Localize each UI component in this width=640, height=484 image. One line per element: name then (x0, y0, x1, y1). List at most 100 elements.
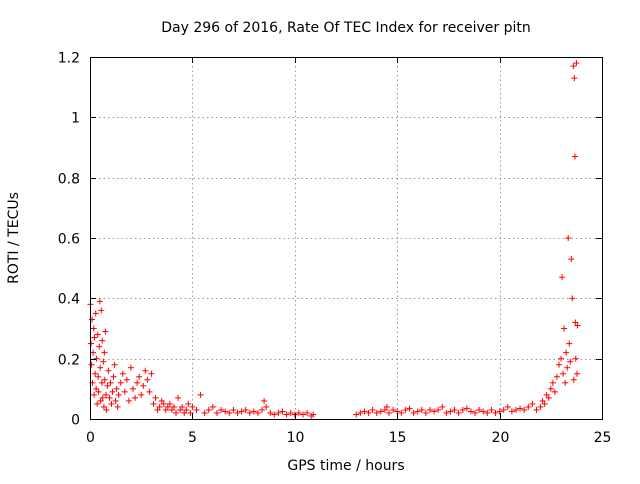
data-point (567, 358, 574, 365)
data-point (102, 328, 109, 335)
data-point (431, 408, 438, 415)
data-point (230, 406, 237, 413)
y-tick-label: 0.6 (58, 232, 80, 248)
data-point (201, 409, 208, 416)
data-point (572, 319, 579, 326)
data-point (572, 355, 579, 362)
data-point (574, 322, 581, 329)
data-point (132, 394, 139, 401)
data-point (156, 403, 163, 410)
x-tick-label: 10 (287, 430, 305, 446)
data-point (119, 370, 126, 377)
data-point (451, 406, 458, 413)
data-point (185, 400, 192, 407)
data-point (93, 355, 100, 362)
data-point (287, 409, 294, 416)
data-point (189, 403, 196, 410)
data-point (99, 337, 106, 344)
data-point (480, 408, 487, 415)
data-point (100, 403, 107, 410)
data-point (533, 406, 540, 413)
data-point (566, 340, 573, 347)
data-point (414, 408, 421, 415)
grid (90, 57, 602, 419)
data-point (569, 295, 576, 302)
data-point (250, 408, 257, 415)
data-point (130, 385, 137, 392)
x-axis-label: GPS time / hours (287, 458, 404, 474)
data-point (92, 370, 99, 377)
data-point (377, 408, 384, 415)
data-point (162, 406, 169, 413)
data-point (113, 385, 120, 392)
data-point (183, 406, 190, 413)
x-tick-label: 0 (86, 430, 95, 446)
data-point (406, 405, 413, 412)
data-point (562, 379, 569, 386)
data-point (222, 408, 229, 415)
y-tick-label: 0 (71, 413, 80, 429)
data-point (543, 391, 550, 398)
data-point (209, 403, 216, 410)
data-point (97, 397, 104, 404)
data-point (373, 409, 380, 416)
data-point (88, 340, 95, 347)
data-point (238, 408, 245, 415)
data-point (140, 382, 147, 389)
data-point (92, 310, 99, 317)
data-point (125, 397, 132, 404)
data-point (496, 408, 503, 415)
data-point (357, 409, 364, 416)
data-point (193, 406, 200, 413)
data-point (426, 406, 433, 413)
data-point (521, 406, 528, 413)
data-point (112, 397, 119, 404)
data-point (563, 349, 570, 356)
data-point (218, 406, 225, 413)
y-tick-label: 0.8 (58, 172, 80, 188)
data-point (259, 406, 266, 413)
data-point (104, 382, 111, 389)
data-point (353, 411, 360, 418)
data-point (547, 385, 554, 392)
data-point (529, 400, 536, 407)
data-point (418, 406, 425, 413)
data-point (179, 403, 186, 410)
data-point (144, 376, 151, 383)
data-point (435, 406, 442, 413)
data-point (565, 235, 572, 241)
data-point (101, 349, 108, 356)
data-point (121, 388, 128, 395)
data-point (512, 406, 519, 413)
data-point (105, 367, 112, 374)
data-point (170, 403, 177, 410)
data-point (267, 409, 274, 416)
data-point (551, 388, 558, 395)
data-point (402, 406, 409, 413)
data-point (102, 391, 109, 398)
data-point (173, 409, 180, 416)
data-point (555, 361, 562, 368)
data-point (310, 411, 317, 418)
data-point (115, 391, 122, 398)
data-point (98, 307, 105, 314)
data-point (107, 379, 114, 386)
data-point (158, 397, 165, 404)
data-point (164, 403, 171, 410)
data-point (488, 406, 495, 413)
data-point (504, 403, 511, 410)
data-point (467, 408, 474, 415)
data-point (213, 409, 220, 416)
data-point (447, 408, 454, 415)
data-point (571, 153, 578, 160)
data-point (561, 325, 568, 332)
y-axis-label: ROTI / TECUs (6, 192, 22, 284)
data-point (111, 361, 118, 368)
data-point (106, 394, 113, 401)
data-point (365, 409, 372, 416)
data-point (108, 400, 115, 407)
axis-ticks: 0 5 10 15 20 25 0 0.2 0.4 0.6 0.8 1 1.2 (58, 51, 612, 447)
data-point (95, 388, 102, 395)
data-point (138, 391, 145, 398)
